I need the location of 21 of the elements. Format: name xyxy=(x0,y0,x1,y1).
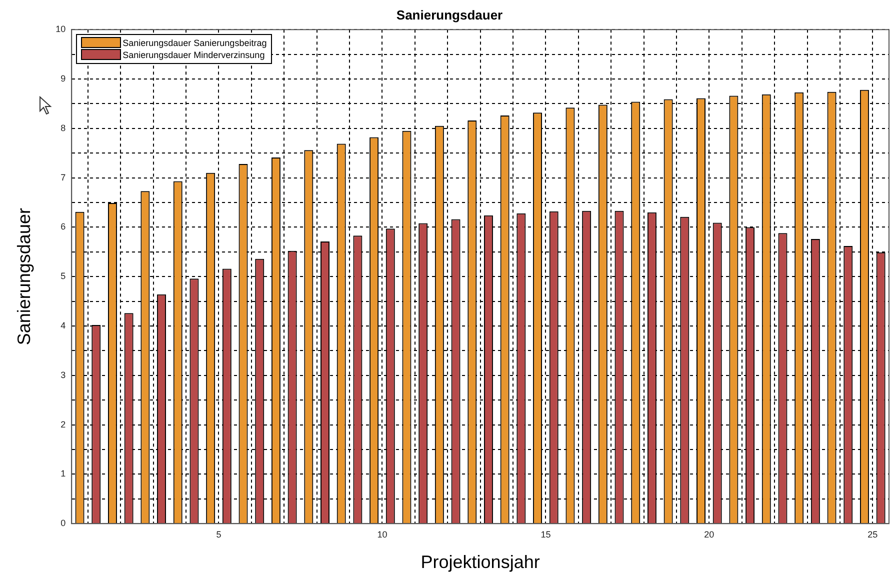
chart-title: Sanierungsdauer xyxy=(396,7,503,22)
legend-label: Sanierungsdauer Minderverzinsung xyxy=(122,48,265,61)
y-tick-label: 7 xyxy=(60,172,66,182)
y-tick-label: 2 xyxy=(60,419,66,430)
y-tick-label: 6 xyxy=(60,222,66,232)
y-tick-label: 5 xyxy=(60,271,66,282)
y-tick-label: 4 xyxy=(60,320,66,330)
y-tick-label: 9 xyxy=(60,73,66,84)
x-tick-label: 20 xyxy=(704,529,714,540)
y-tick-label: 1 xyxy=(60,468,66,479)
x-tick-label: 25 xyxy=(868,529,878,540)
y-tick-label: 3 xyxy=(60,370,66,380)
x-tick-label: 5 xyxy=(216,529,222,540)
legend-label: Sanierungsdauer Sanierungsbeitrag xyxy=(122,36,267,49)
y-tick-label: 0 xyxy=(60,518,66,528)
x-axis-title: Projektionsjahr xyxy=(420,552,540,572)
x-tick-label: 15 xyxy=(540,529,551,540)
y-tick-label: 8 xyxy=(60,122,66,133)
y-axis-title: Sanierungsdauer xyxy=(14,208,34,346)
y-tick-label: 10 xyxy=(56,24,66,34)
x-tick-label: 10 xyxy=(377,529,388,540)
